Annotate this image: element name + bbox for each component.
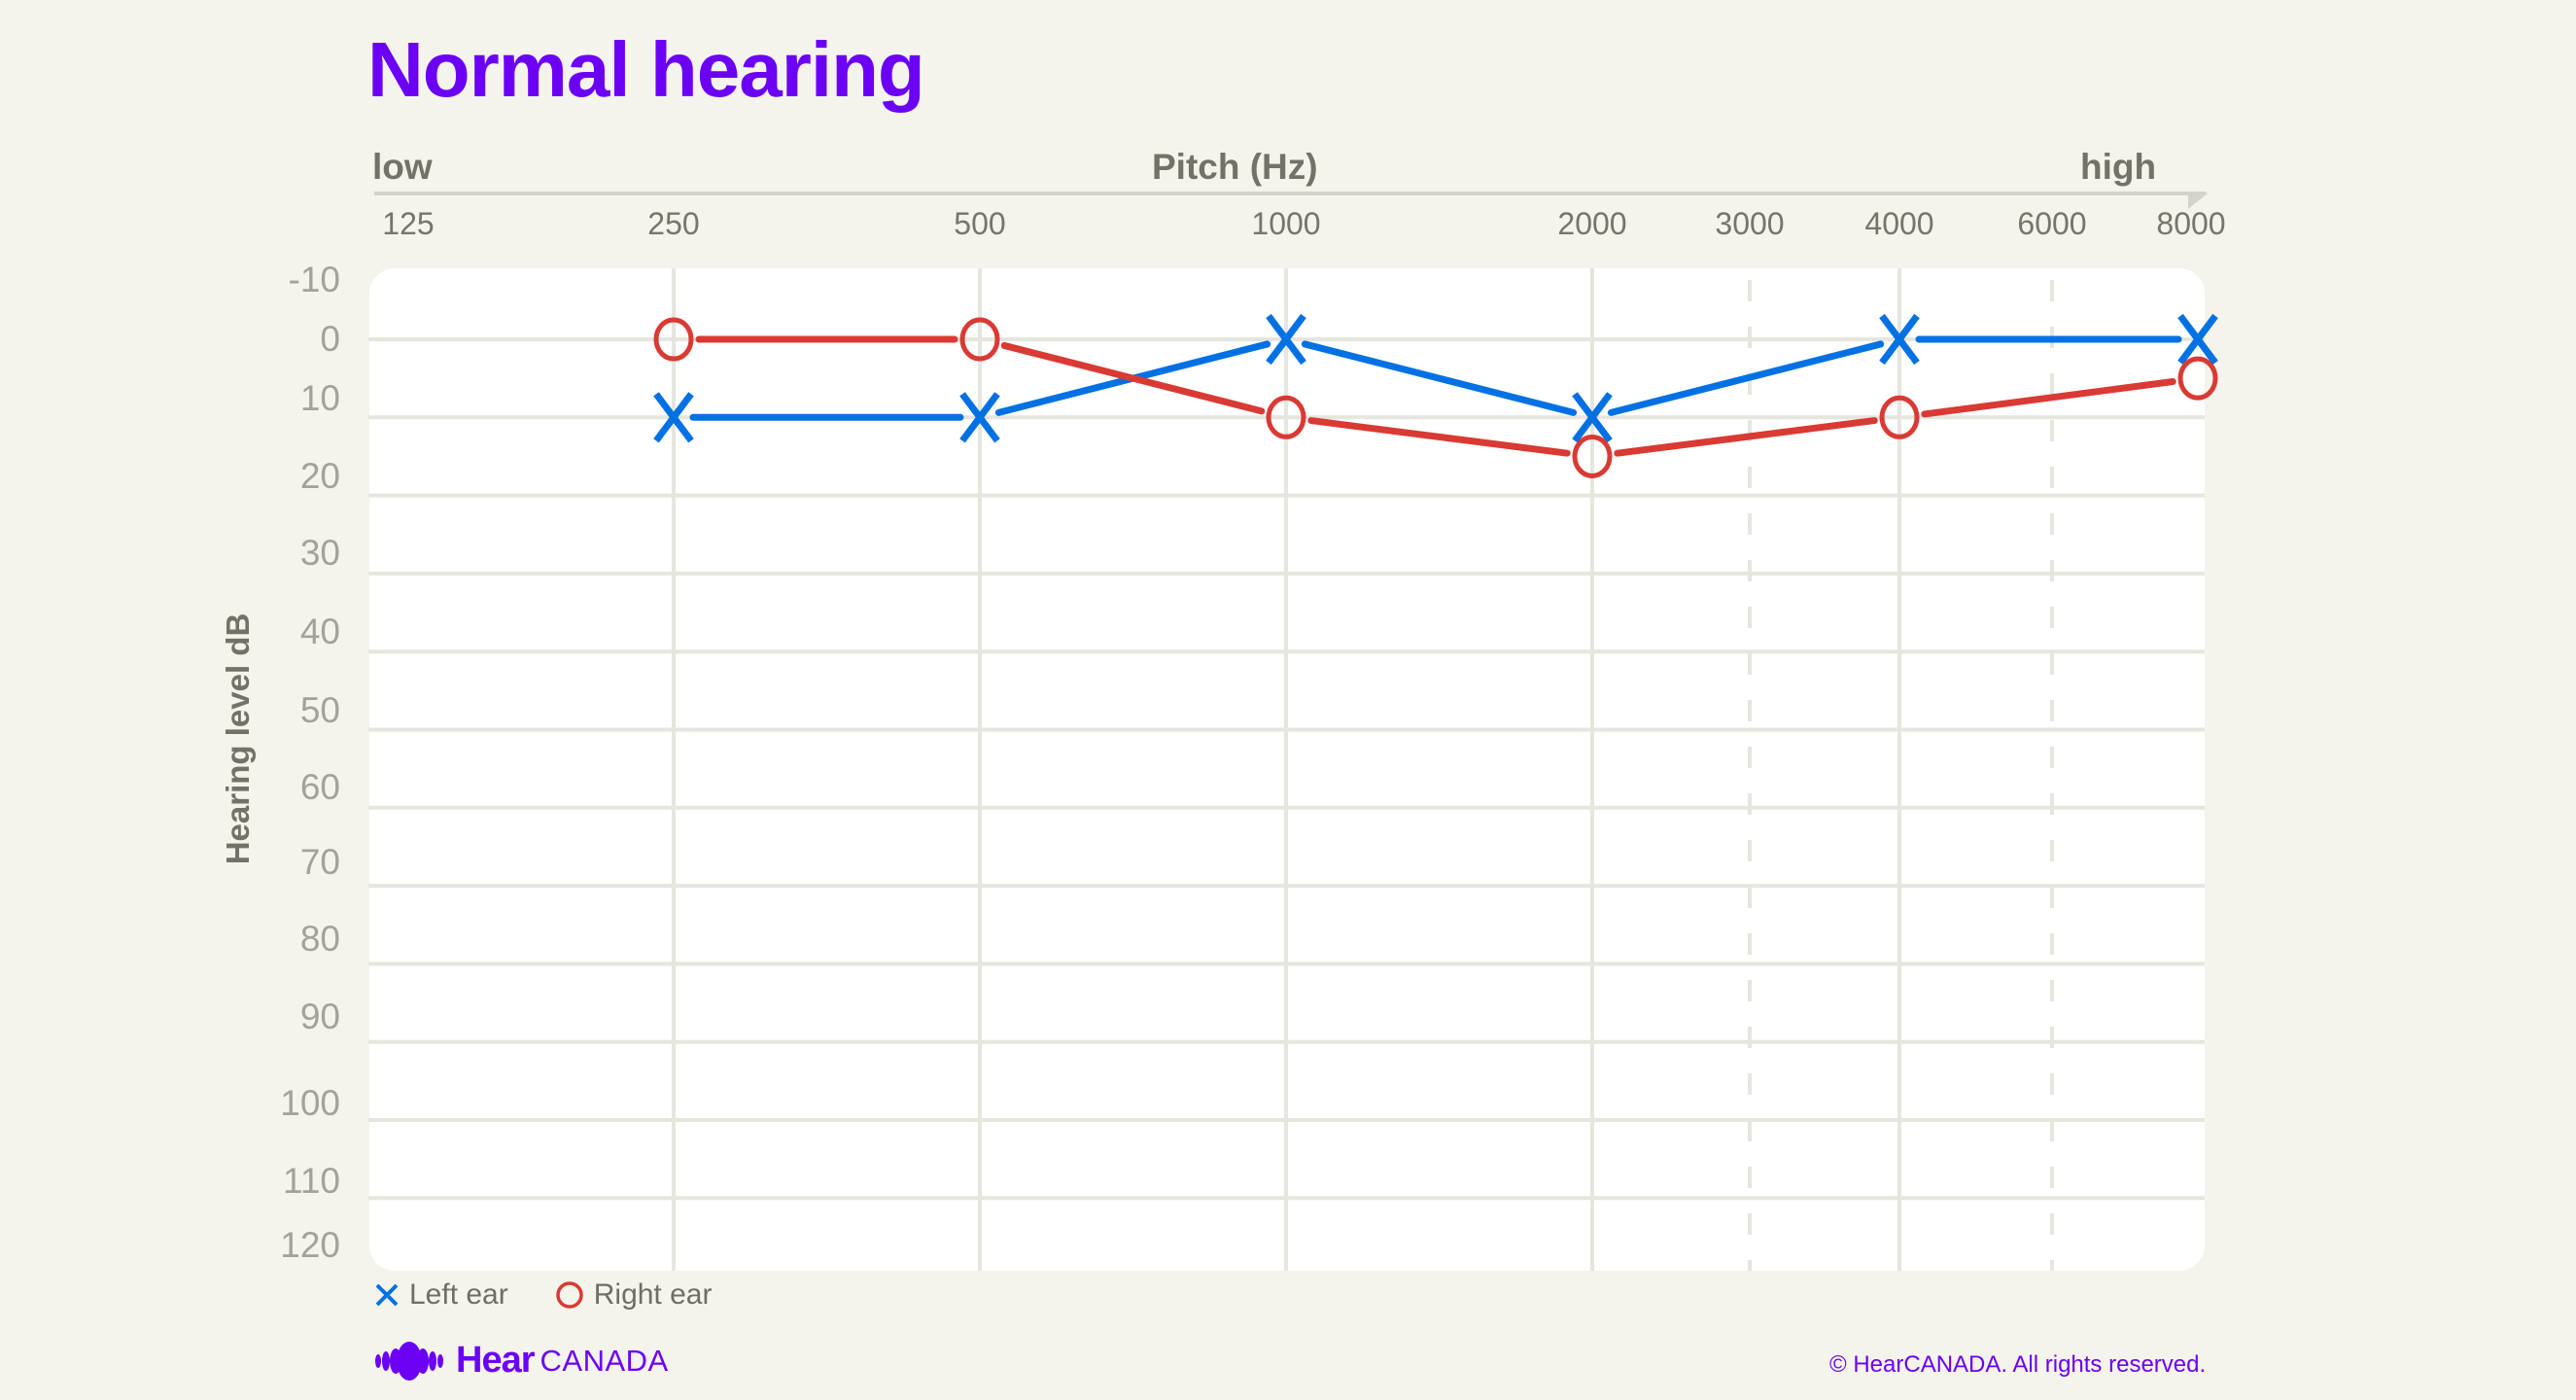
legend: Left ear Right ear (374, 1278, 758, 1312)
chart-title: Normal hearing (367, 26, 925, 113)
y-tick-label: 70 (299, 842, 340, 882)
y-tick-label: 20 (299, 456, 340, 496)
x-tick-label: 250 (647, 206, 700, 241)
brand-logo: Hear CANADA (372, 1340, 669, 1382)
y-tick-label: 10 (299, 378, 340, 418)
x-tick-label: 2000 (1557, 206, 1627, 241)
x-axis-low-label: low (372, 147, 433, 187)
legend-item-left-ear: Left ear (374, 1278, 508, 1312)
brand-hear: Hear (456, 1340, 535, 1381)
x-tick-label: 1000 (1251, 206, 1321, 241)
x-tick-label: 6000 (2017, 206, 2087, 241)
y-tick-label: 110 (283, 1161, 340, 1201)
x-tick-label: 4000 (1864, 206, 1934, 241)
y-tick-label: 0 (320, 319, 340, 359)
x-tick-label: 500 (954, 206, 1006, 241)
y-tick-label: -10 (288, 260, 340, 299)
circle-marker-icon (555, 1281, 583, 1309)
legend-label-right: Right ear (593, 1278, 713, 1311)
y-tick-label: 80 (299, 919, 340, 959)
chart-panel (369, 268, 2205, 1271)
x-axis-title: Pitch (Hz) (1152, 147, 1318, 187)
x-marker-icon (375, 1283, 399, 1307)
x-tick-label: 3000 (1715, 206, 1785, 241)
x-tick-label: 125 (382, 206, 435, 241)
y-tick-label: 90 (299, 997, 340, 1036)
y-tick-label: 40 (299, 612, 340, 651)
y-tick-label: 60 (299, 767, 340, 807)
sound-wave-logo-icon (375, 1341, 443, 1381)
copyright-notice: © HearCANADA. All rights reserved. (1829, 1351, 2207, 1378)
y-axis-title: Hearing level dB (220, 612, 256, 865)
brand-canada: CANADA (540, 1343, 669, 1378)
x-tick-label: 8000 (2156, 206, 2226, 241)
x-axis-high-label: high (2080, 147, 2157, 187)
pitch-arrow-icon (374, 192, 2208, 209)
y-tick-label: 50 (299, 690, 340, 730)
legend-label-left: Left ear (409, 1278, 508, 1311)
y-tick-label: 120 (280, 1225, 340, 1265)
y-tick-label: 30 (299, 533, 340, 573)
legend-item-right-ear: Right ear (555, 1278, 713, 1312)
y-tick-label: 100 (280, 1083, 340, 1123)
